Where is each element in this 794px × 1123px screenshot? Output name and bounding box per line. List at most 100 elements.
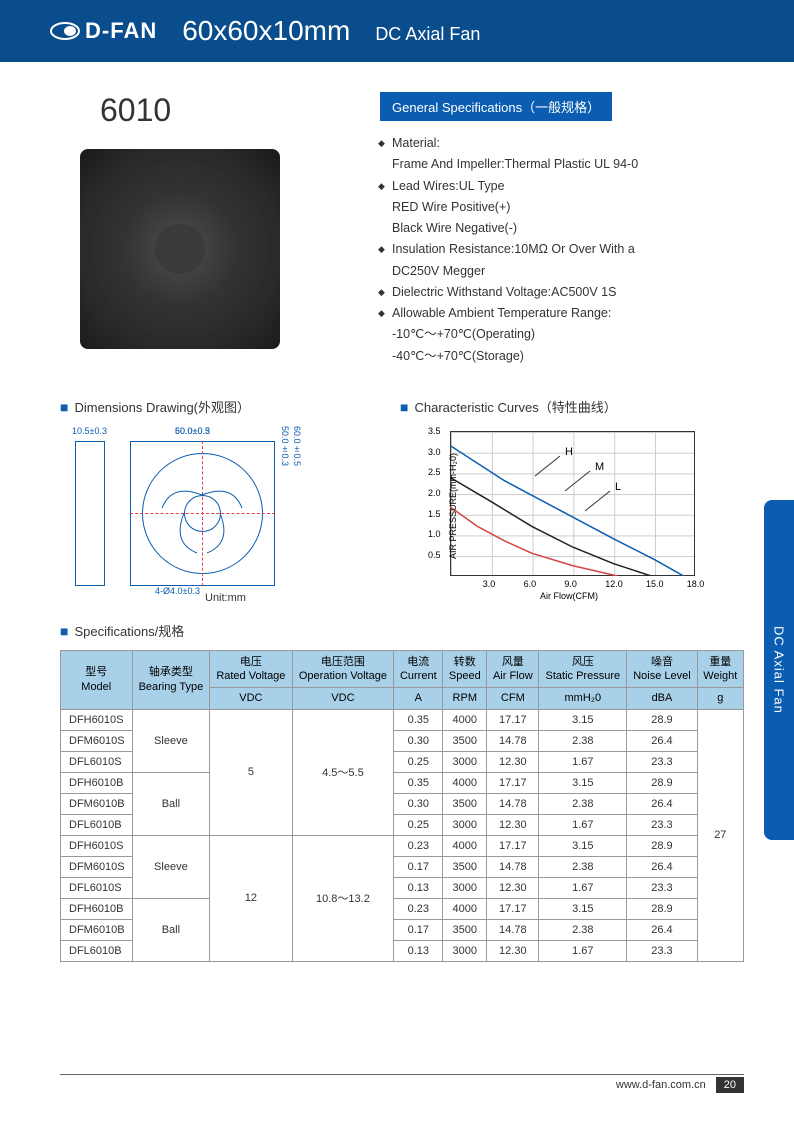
table-cell: 0.23 <box>394 835 443 856</box>
table-cell: 0.30 <box>394 730 443 751</box>
table-cell: 4.5～5.5 <box>292 709 394 835</box>
table-cell: 23.3 <box>627 751 697 772</box>
table-header-cell: 风压Static Pressure <box>539 650 627 688</box>
table-unit-cell: mmH₂0 <box>539 688 627 709</box>
table-header-cell: 转数Speed <box>443 650 487 688</box>
table-unit-cell: VDC <box>210 688 292 709</box>
table-cell: 4000 <box>443 709 487 730</box>
dim-inner-h: 50.0±0.3 <box>280 426 290 466</box>
chart-xtick: 18.0 <box>687 579 705 589</box>
table-cell: 2.38 <box>539 919 627 940</box>
table-cell: 2.38 <box>539 856 627 877</box>
table-cell: DFL6010B <box>61 814 133 835</box>
table-row: DFH6010SSleeve54.5～5.50.35400017.173.152… <box>61 709 744 730</box>
table-cell: 12.30 <box>487 940 539 961</box>
logo-text: D-FAN <box>85 18 157 44</box>
chart-curve-label: H <box>565 446 573 458</box>
table-cell: 12.30 <box>487 751 539 772</box>
table-unit-cell: RPM <box>443 688 487 709</box>
specifications-table: 型号Model轴承类型Bearing Type电压Rated Voltage电压… <box>60 650 744 962</box>
table-cell: 3500 <box>443 919 487 940</box>
table-header-cell: 噪音Noise Level <box>627 650 697 688</box>
general-specs-header: General Specifications（一般规格） <box>380 92 612 121</box>
table-cell: 17.17 <box>487 772 539 793</box>
table-cell: 0.30 <box>394 793 443 814</box>
table-cell: 3000 <box>443 814 487 835</box>
table-cell: 28.9 <box>627 898 697 919</box>
table-cell: 0.23 <box>394 898 443 919</box>
chart-xtick: 15.0 <box>646 579 664 589</box>
table-cell: DFL6010S <box>61 751 133 772</box>
dim-side-width: 10.5±0.3 <box>72 426 107 436</box>
table-cell: 17.17 <box>487 898 539 919</box>
chart-ytick: 3.0 <box>428 447 441 457</box>
table-header-cell: 轴承类型Bearing Type <box>132 650 210 709</box>
table-cell: 0.17 <box>394 856 443 877</box>
characteristic-chart: AIR PRESSURE(mm-H₂0) Air Flow(CFM) 0.5 1.… <box>400 426 710 601</box>
table-cell: 3.15 <box>539 772 627 793</box>
table-cell: 23.3 <box>627 814 697 835</box>
table-cell: 14.78 <box>487 856 539 877</box>
table-cell: DFH6010S <box>61 709 133 730</box>
dim-hole: 4-Ø4.0±0.3 <box>155 586 200 596</box>
chart-xtick: 9.0 <box>564 579 577 589</box>
chart-ylabel: AIR PRESSURE(mm-H₂0) <box>448 453 458 559</box>
table-cell: DFH6010S <box>61 835 133 856</box>
chart-ytick: 2.5 <box>428 467 441 477</box>
table-cell: Sleeve <box>132 709 210 772</box>
chart-ytick: 0.5 <box>428 550 441 560</box>
table-unit-cell: VDC <box>292 688 394 709</box>
chart-ytick: 1.0 <box>428 529 441 539</box>
table-cell: 1.67 <box>539 814 627 835</box>
spec-item: DC250V Megger <box>380 261 744 282</box>
table-cell: 0.25 <box>394 751 443 772</box>
table-cell: DFL6010S <box>61 877 133 898</box>
table-row: DFH6010BBall0.23400017.173.1528.9 <box>61 898 744 919</box>
table-cell: 4000 <box>443 772 487 793</box>
table-cell: 1.67 <box>539 940 627 961</box>
table-cell: 23.3 <box>627 940 697 961</box>
table-unit-cell: dBA <box>627 688 697 709</box>
footer-page: 20 <box>716 1077 744 1093</box>
table-cell: 3500 <box>443 793 487 814</box>
side-tab: DC Axial Fan <box>764 500 794 840</box>
table-cell: 5 <box>210 709 292 835</box>
spec-item: RED Wire Positive(+) <box>380 197 744 218</box>
table-cell: Ball <box>132 898 210 961</box>
table-cell: 17.17 <box>487 835 539 856</box>
table-unit-cell: CFM <box>487 688 539 709</box>
table-cell: DFM6010S <box>61 730 133 751</box>
table-cell: 3000 <box>443 751 487 772</box>
chart-ytick: 3.5 <box>428 426 441 436</box>
table-cell: 0.17 <box>394 919 443 940</box>
table-cell: 1.67 <box>539 751 627 772</box>
table-unit-cell: g <box>697 688 743 709</box>
chart-curve-label: M <box>595 461 604 473</box>
dimensions-drawing: 10.5±0.3 60.0±0.5 50.0±0.3 50.0±0.3 60.0… <box>60 426 360 601</box>
table-cell: 2.38 <box>539 730 627 751</box>
chart-xtick: 12.0 <box>605 579 623 589</box>
table-cell: DFM6010B <box>61 919 133 940</box>
table-cell: 26.4 <box>627 793 697 814</box>
spec-item: Dielectric Withstand Voltage:AC500V 1S <box>380 282 744 303</box>
table-cell: 28.9 <box>627 709 697 730</box>
table-cell: 14.78 <box>487 793 539 814</box>
table-cell: 12.30 <box>487 814 539 835</box>
page-header: D-FAN 60x60x10mm DC Axial Fan <box>0 0 794 62</box>
table-cell: 3.15 <box>539 898 627 919</box>
dim-outer-h: 60.0±0.5 <box>292 426 302 466</box>
table-header-cell: 电流Current <box>394 650 443 688</box>
spec-item: Insulation Resistance:10MΩ Or Over With … <box>380 239 744 260</box>
table-cell: 14.78 <box>487 919 539 940</box>
curves-title: Characteristic Curves（特性曲线） <box>400 397 710 416</box>
table-cell: DFM6010S <box>61 856 133 877</box>
table-cell: 10.8～13.2 <box>292 835 394 961</box>
table-cell: 12 <box>210 835 292 961</box>
chart-xlabel: Air Flow(CFM) <box>540 591 598 601</box>
spec-item: Black Wire Negative(-) <box>380 218 744 239</box>
general-specs-list: Material:Frame And Impeller:Thermal Plas… <box>380 133 744 367</box>
footer-divider <box>60 1074 744 1075</box>
spec-item: Lead Wires:UL Type <box>380 176 744 197</box>
table-row: DFH6010BBall0.35400017.173.1528.9 <box>61 772 744 793</box>
table-cell: 3500 <box>443 730 487 751</box>
